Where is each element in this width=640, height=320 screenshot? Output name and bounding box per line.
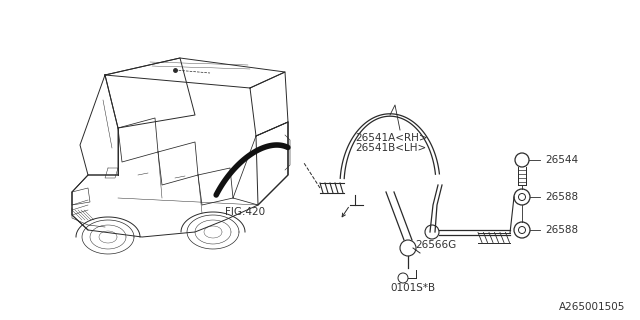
Text: 26541B<LH>: 26541B<LH>: [355, 143, 426, 153]
Text: 26566G: 26566G: [415, 240, 456, 250]
Text: 26544: 26544: [545, 155, 578, 165]
Text: FIG.420: FIG.420: [225, 207, 265, 217]
Text: 0101S*B: 0101S*B: [390, 283, 435, 293]
Text: A265001505: A265001505: [559, 302, 625, 312]
Text: 26588: 26588: [545, 192, 578, 202]
Text: 26588: 26588: [545, 225, 578, 235]
Text: 26541A<RH>: 26541A<RH>: [355, 133, 428, 143]
